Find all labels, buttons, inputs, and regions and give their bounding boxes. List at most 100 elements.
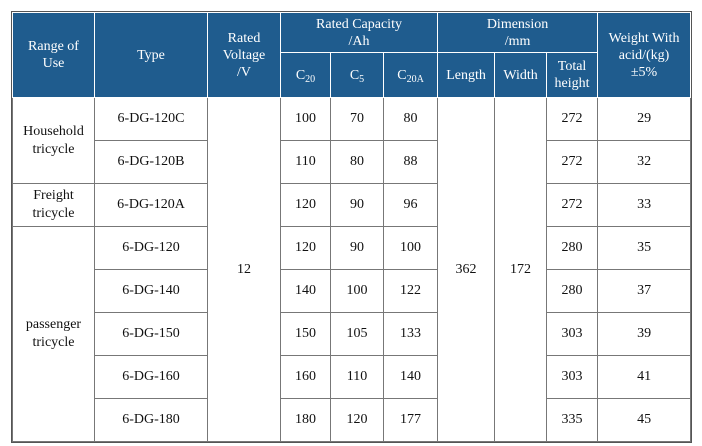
cell: 6-DG-150	[94, 312, 208, 356]
cell-text: 37	[637, 283, 652, 298]
cell-text: 100	[295, 111, 316, 126]
header-cell: Length	[437, 52, 496, 98]
cell-text: 70	[350, 111, 364, 126]
cell-text: 303	[561, 369, 583, 384]
cell: 6-DG-120B	[94, 140, 208, 184]
header-text: Rated	[227, 30, 261, 46]
cell-text: 133	[400, 326, 422, 341]
cell-text: 39	[637, 326, 652, 341]
cell: 35	[597, 226, 692, 270]
cell: 303	[546, 355, 599, 399]
cell-text: 41	[637, 369, 652, 384]
header-cell: Width	[494, 52, 548, 98]
cell: 45	[597, 398, 692, 442]
header-cell: C20A	[382, 52, 439, 98]
cell-text: 29	[637, 111, 652, 126]
cell-text: 110	[295, 154, 316, 169]
header-text: Weight With	[608, 30, 680, 46]
cell-text: 172	[510, 261, 532, 277]
cell: 110	[330, 355, 384, 399]
cell: 39	[597, 312, 692, 356]
header-cell: Dimension/mm	[437, 12, 599, 53]
cell-text: 6-DG-120B	[117, 154, 185, 169]
range-cell: Freight tricycle	[12, 183, 95, 227]
cell-text: 140	[400, 369, 422, 384]
cell-text: 90	[350, 240, 364, 255]
header-text: height	[554, 76, 590, 91]
cell: 32	[597, 140, 692, 184]
header-text: C	[349, 67, 360, 83]
header-text: Voltage	[222, 47, 266, 63]
cell-text: 160	[295, 369, 316, 384]
cell: 140	[382, 355, 439, 399]
cell: 29	[597, 97, 692, 141]
cell-text: tricycle	[32, 141, 75, 157]
cell-text: 6-DG-180	[122, 412, 180, 427]
cell: 272	[546, 97, 599, 141]
header-text: ±5%	[630, 64, 658, 80]
cell: 335	[546, 398, 599, 442]
cell-text: 272	[561, 154, 583, 169]
header-text: C	[397, 67, 407, 83]
cell-text: 120	[295, 197, 316, 212]
header-cell: Total height	[546, 52, 599, 98]
header-text: Dimension	[486, 16, 549, 32]
cell-text: 80	[403, 111, 418, 126]
cell-text: Freight	[33, 188, 74, 203]
cell: 41	[597, 355, 692, 399]
cell: 90	[330, 183, 384, 227]
header-text: /V	[237, 64, 251, 80]
cell: 70	[330, 97, 384, 141]
cell-text: 96	[403, 197, 418, 212]
cell-text: 100	[400, 240, 422, 255]
cell-text: 280	[561, 283, 583, 298]
header-text: /mm	[504, 33, 531, 49]
subscript: 5	[359, 73, 365, 85]
header-text: acid/(kg)	[618, 47, 670, 63]
header-text: Type	[137, 47, 165, 63]
cell: 272	[546, 183, 599, 227]
body-row: 6-DG-140 140 100 122 280 37	[13, 269, 692, 313]
cell: 100	[330, 269, 384, 313]
cell: 177	[382, 398, 439, 442]
header-text: C	[295, 67, 306, 83]
header-row: C20 C5 C20A Length Width Total height	[13, 52, 691, 98]
cell-text: 100	[346, 283, 368, 298]
range-cell: passenger tricycle	[12, 226, 95, 442]
cell: 140	[280, 269, 331, 313]
cell: 120	[280, 183, 331, 227]
cell-text: 303	[561, 326, 583, 341]
cell-text: tricycle	[32, 206, 75, 221]
cell: 362	[437, 97, 496, 442]
cell-text: 120	[346, 412, 368, 427]
cell-text: 140	[295, 283, 316, 298]
cell: 105	[330, 312, 384, 356]
body-row: Household tricycle 6-DG-120C 12 100 70 80 362 17…	[12, 97, 692, 442]
cell-text: 6-DG-160	[122, 369, 180, 384]
cell: 120	[330, 398, 384, 442]
header-row: Range of Use Type Rated Voltage/V Rated Capac…	[12, 12, 692, 98]
cell: 96	[382, 183, 439, 227]
cell-text: 45	[637, 412, 652, 427]
body-row: 6-DG-160 160 110 140 303 41	[13, 355, 692, 399]
cell: 6-DG-140	[94, 269, 208, 313]
cell-text: 80	[350, 154, 364, 169]
cell-text: 6-DG-120C	[117, 111, 185, 126]
cell: 80	[330, 140, 384, 184]
cell-text: 272	[561, 111, 583, 126]
body-row: Freight tricycle 6-DG-120A 120 90 96 272 33	[12, 183, 692, 227]
cell-text: 90	[350, 197, 364, 212]
cell-text: 6-DG-120	[122, 240, 180, 255]
cell-text: tricycle	[32, 335, 75, 350]
cell: 150	[280, 312, 331, 356]
cell-text: 120	[295, 240, 316, 255]
table-wrap: Range of Use Type Rated Voltage/V Rated Capac…	[10, 11, 693, 443]
cell-text: 280	[561, 240, 583, 255]
subscript: 20A	[406, 73, 424, 85]
cell: 272	[546, 140, 599, 184]
cell: 100	[280, 97, 331, 141]
cell-text: 6-DG-140	[122, 283, 180, 298]
cell-text: 88	[403, 154, 418, 169]
cell-text: 12	[237, 261, 251, 277]
